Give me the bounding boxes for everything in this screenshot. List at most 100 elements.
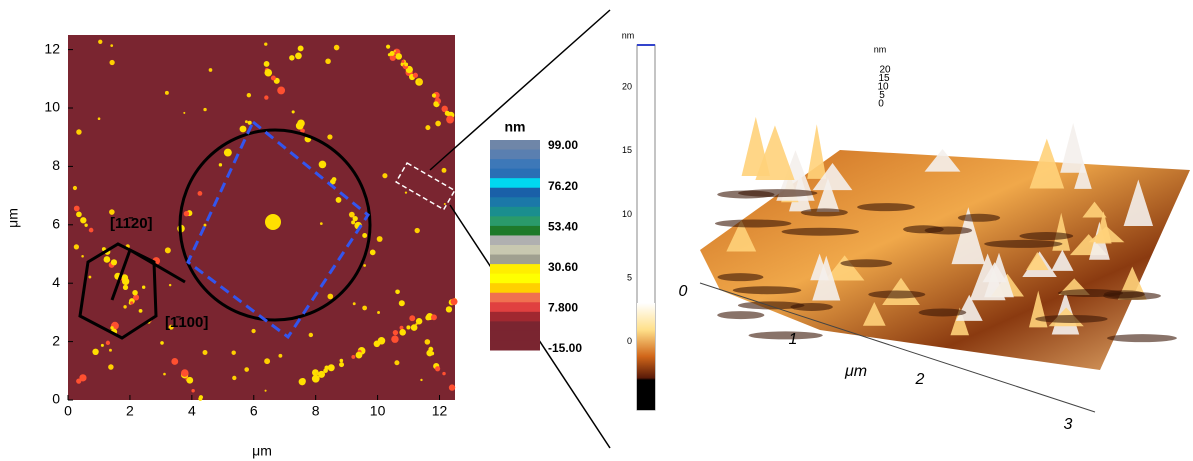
particle: [442, 372, 445, 375]
colorbar-band: [490, 188, 540, 198]
particle: [296, 122, 304, 130]
particle: [445, 111, 450, 116]
shadow: [801, 208, 848, 216]
y-tick-label: 6: [52, 216, 60, 232]
particle: [382, 173, 387, 178]
colorbar-label: 30.60: [548, 260, 578, 274]
particle: [444, 203, 446, 205]
particle: [430, 352, 434, 356]
particle: [247, 93, 251, 97]
colorbar-band: [490, 197, 540, 207]
particle: [163, 373, 166, 376]
particle: [298, 45, 304, 51]
particle: [395, 289, 400, 294]
colorbar-band: [490, 340, 540, 350]
particle: [264, 42, 267, 45]
particle: [277, 87, 285, 95]
shadow: [782, 228, 859, 236]
particle: [203, 350, 208, 355]
particle: [130, 301, 133, 304]
particle: [271, 76, 276, 81]
x-tick-label: 12: [432, 403, 448, 419]
particle: [278, 354, 282, 358]
particle: [264, 69, 272, 77]
colorbar-band: [490, 207, 540, 217]
particle: [199, 395, 203, 399]
particle: [123, 305, 126, 308]
particle: [123, 285, 128, 290]
axis-tick-label: 1: [789, 331, 798, 348]
particle: [295, 53, 302, 60]
shadow: [715, 219, 791, 227]
particle: [413, 73, 418, 78]
particle: [351, 355, 355, 359]
particle: [183, 112, 185, 114]
particle: [386, 45, 390, 49]
particle: [76, 212, 82, 218]
particle: [327, 134, 332, 139]
colorbar-band: [490, 178, 540, 188]
particle: [409, 315, 415, 321]
particle: [142, 286, 145, 289]
particle: [415, 228, 420, 233]
particle: [406, 325, 410, 329]
shadow: [749, 331, 823, 339]
particle: [433, 101, 438, 106]
particle: [232, 376, 236, 380]
particle: [109, 60, 114, 65]
particle: [349, 212, 355, 218]
colorbar-band: [490, 169, 540, 179]
particle: [334, 45, 340, 51]
shadow: [868, 290, 925, 298]
x-tick-label: 2: [126, 403, 134, 419]
x-tick-label: 6: [250, 403, 258, 419]
particle: [74, 206, 80, 212]
particle: [204, 224, 207, 227]
particle: [315, 372, 317, 374]
particle: [415, 323, 417, 325]
particle: [240, 126, 247, 133]
axis-tick-label: 0: [679, 283, 688, 300]
particle: [401, 60, 404, 63]
shadow: [790, 303, 832, 311]
x-tick-label: 4: [188, 403, 196, 419]
particle: [356, 352, 363, 359]
particle: [363, 264, 366, 267]
particle: [81, 255, 84, 258]
colorbar-band: [490, 255, 540, 265]
particle: [203, 108, 206, 111]
particle: [219, 163, 222, 166]
bar-unit: nm: [622, 30, 635, 40]
particle: [248, 121, 252, 125]
particle: [396, 53, 403, 60]
colorbar-band: [490, 312, 540, 322]
colorbar-band: [490, 159, 540, 169]
colorbar-label: 7.800: [548, 301, 578, 315]
particle: [74, 244, 79, 249]
particle: [318, 371, 325, 378]
shadow: [984, 240, 1062, 248]
colorbar-band: [490, 216, 540, 226]
peak: [807, 124, 826, 179]
colorbar-band: [490, 150, 540, 160]
shadow: [733, 286, 802, 294]
colorbar-band: [490, 293, 540, 303]
particle: [106, 341, 110, 345]
particle: [391, 335, 398, 342]
colorbar-band: [490, 302, 540, 312]
x-tick-label: 10: [370, 403, 386, 419]
particle: [264, 95, 268, 99]
colorbar-label: 76.20: [548, 179, 578, 193]
particle: [399, 300, 405, 306]
particle: [435, 121, 441, 127]
axis-label: μm: [844, 363, 867, 380]
y-tick-label: 2: [52, 332, 60, 348]
particle: [264, 358, 270, 364]
particle: [110, 44, 113, 47]
particle: [435, 366, 440, 371]
shadow: [1107, 334, 1177, 342]
colorbar-band: [490, 264, 540, 274]
particle: [73, 186, 77, 190]
bar-tick-label: 20: [622, 81, 632, 91]
particle: [370, 250, 376, 256]
